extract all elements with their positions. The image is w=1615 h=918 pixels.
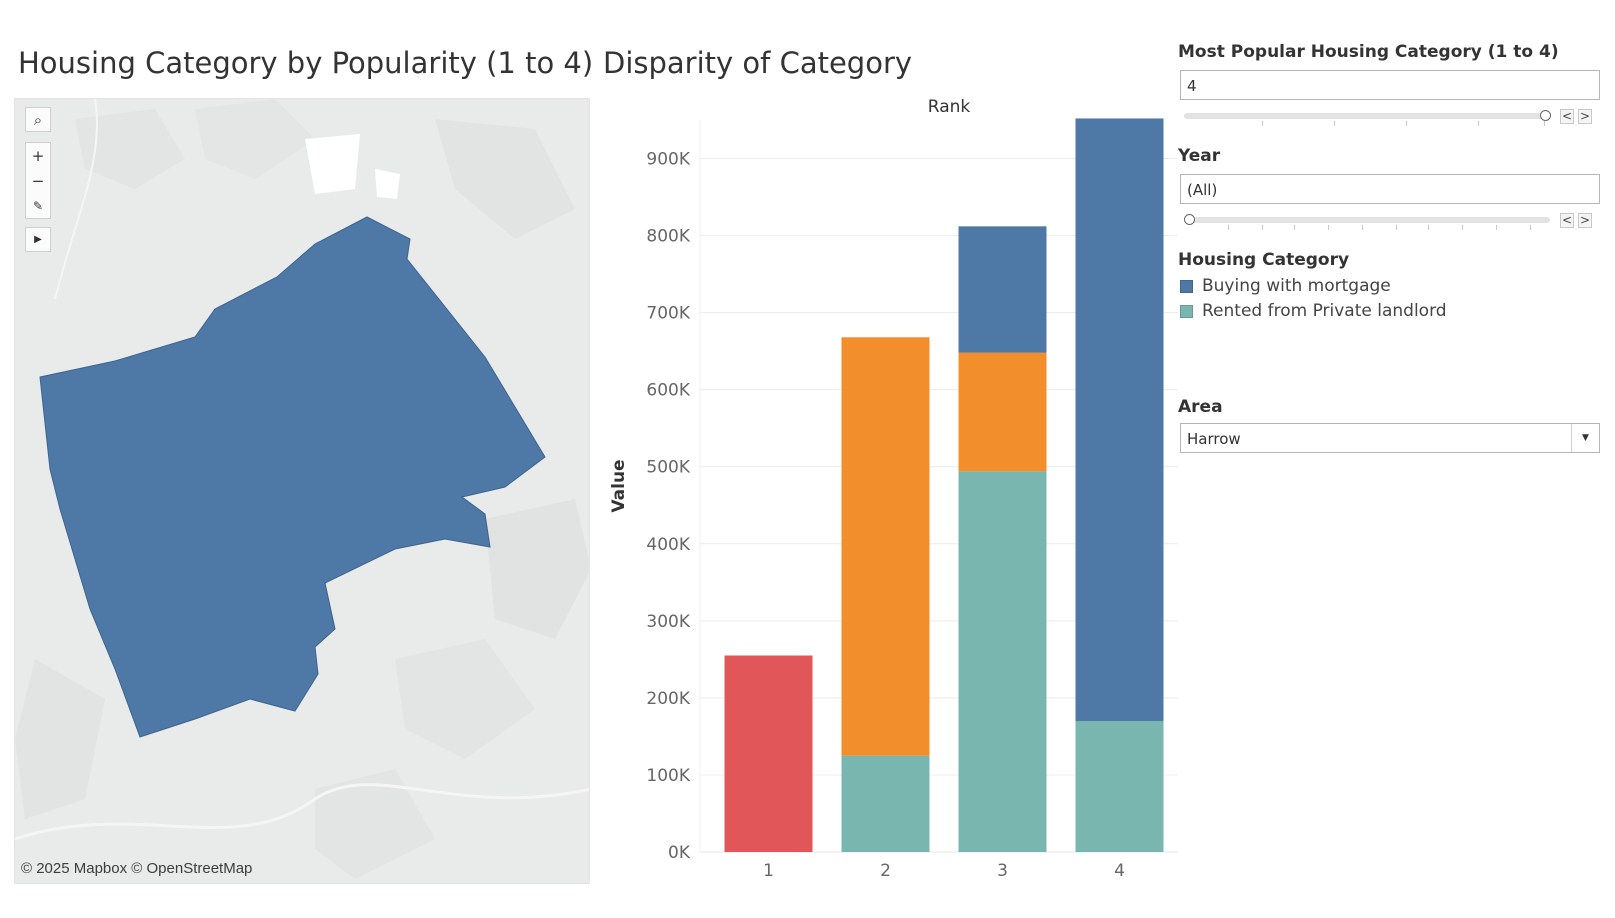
map-attribution: © 2025 Mapbox © OpenStreetMap: [21, 860, 253, 877]
legend-item-buying-with-mortgage[interactable]: Buying with mortgage: [1180, 276, 1391, 296]
housing-category-legend: Housing Category Buying with mortgage Re…: [1178, 250, 1602, 330]
year-next-button[interactable]: >: [1578, 213, 1592, 228]
bar-segment-rank-2: [841, 755, 930, 852]
map-title: Housing Category by Popularity (1 to 4): [18, 46, 594, 80]
legend-item-label: Buying with mortgage: [1202, 276, 1391, 296]
map-toolbar: ⌕ + − ✎ ▶: [25, 107, 53, 252]
bar-segment-rank-2: [841, 337, 930, 756]
bar-segment-rank-3: [958, 352, 1047, 472]
popularity-input[interactable]: 4: [1180, 70, 1600, 100]
popularity-next-button[interactable]: >: [1578, 109, 1592, 124]
slider-tick: [1328, 225, 1329, 230]
legend-item-label: Rented from Private landlord: [1202, 301, 1447, 321]
map-panel[interactable]: ⌕ + − ✎ ▶ © 2025 Mapbox © OpenStreetMap: [14, 98, 590, 884]
slider-tick: [1334, 121, 1335, 126]
slider-tick: [1478, 121, 1479, 126]
y-tick-label: 100K: [646, 766, 690, 786]
zoom-tool-group: + − ✎: [25, 142, 51, 219]
search-icon[interactable]: ⌕: [25, 107, 51, 132]
slider-tick: [1262, 225, 1263, 230]
zoom-in-icon[interactable]: +: [26, 143, 50, 168]
y-tick-label: 0K: [668, 843, 691, 863]
chart-top-label: Rank: [928, 97, 971, 117]
legend-swatch: [1180, 304, 1193, 318]
expand-arrow-icon[interactable]: ▶: [25, 227, 51, 252]
slider-tick: [1544, 121, 1545, 126]
y-tick-label: 600K: [646, 381, 690, 401]
chevron-down-icon[interactable]: ▼: [1571, 424, 1599, 452]
y-tick-label: 300K: [646, 612, 690, 632]
slider-tick: [1362, 225, 1363, 230]
popularity-slider-thumb[interactable]: [1540, 110, 1551, 121]
bar-segment-rank-3: [958, 226, 1047, 353]
area-dropdown[interactable]: Harrow ▼: [1180, 423, 1600, 453]
legend-swatch: [1180, 279, 1193, 293]
y-tick-label: 200K: [646, 689, 690, 709]
map-basemap: [15, 99, 589, 883]
x-tick-label: 1: [763, 861, 774, 881]
slider-tick: [1462, 225, 1463, 230]
slider-tick: [1406, 121, 1407, 126]
y-tick-label: 800K: [646, 227, 690, 247]
bar-segment-rank-4: [1075, 118, 1164, 722]
popularity-prev-button[interactable]: <: [1560, 109, 1574, 124]
y-axis-title: Value: [609, 459, 629, 512]
y-tick-label: 500K: [646, 458, 690, 478]
chart-title: Disparity of Category: [603, 46, 913, 80]
zoom-out-icon[interactable]: −: [26, 168, 50, 193]
bar-segment-rank-1: [724, 655, 813, 852]
legend-item-rented-private[interactable]: Rented from Private landlord: [1180, 301, 1447, 321]
popularity-filter: Most Popular Housing Category (1 to 4) 4…: [1178, 42, 1602, 126]
area-filter-label: Area: [1178, 397, 1223, 417]
x-tick-label: 3: [997, 861, 1008, 881]
slider-tick: [1428, 225, 1429, 230]
year-slider-track[interactable]: [1184, 217, 1550, 223]
slider-tick: [1530, 225, 1531, 230]
year-prev-button[interactable]: <: [1560, 213, 1574, 228]
slider-tick: [1262, 121, 1263, 126]
chart-svg: Rank 0K 100K 200K 300K 400K 500K 600K 700K 800K 90…: [609, 97, 1178, 881]
area-dropdown-value: Harrow: [1187, 430, 1241, 448]
year-slider-thumb[interactable]: [1184, 214, 1195, 225]
x-tick-label: 2: [880, 861, 891, 881]
slider-tick: [1496, 225, 1497, 230]
year-filter-label: Year: [1178, 146, 1221, 166]
slider-tick: [1396, 225, 1397, 230]
y-tick-label: 700K: [646, 304, 690, 324]
pin-icon[interactable]: ✎: [26, 193, 50, 218]
harrow-region: [39, 216, 546, 738]
popularity-filter-label: Most Popular Housing Category (1 to 4): [1178, 42, 1559, 62]
bar-segment-rank-4: [1075, 721, 1164, 852]
slider-tick: [1228, 225, 1229, 230]
popularity-slider-track[interactable]: [1184, 113, 1546, 119]
x-tick-label: 4: [1114, 861, 1125, 881]
stacked-bar-chart: Rank 0K 100K 200K 300K 400K 500K 600K 700K 800K 90…: [600, 90, 1180, 890]
year-input[interactable]: (All): [1180, 174, 1600, 204]
area-filter: Area Harrow ▼: [1178, 397, 1602, 457]
bar-segment-rank-3: [958, 471, 1047, 852]
y-tick-label: 400K: [646, 535, 690, 555]
slider-tick: [1294, 225, 1295, 230]
y-tick-label: 900K: [646, 150, 690, 170]
legend-title: Housing Category: [1178, 250, 1350, 270]
year-filter: Year (All) < >: [1178, 146, 1602, 230]
